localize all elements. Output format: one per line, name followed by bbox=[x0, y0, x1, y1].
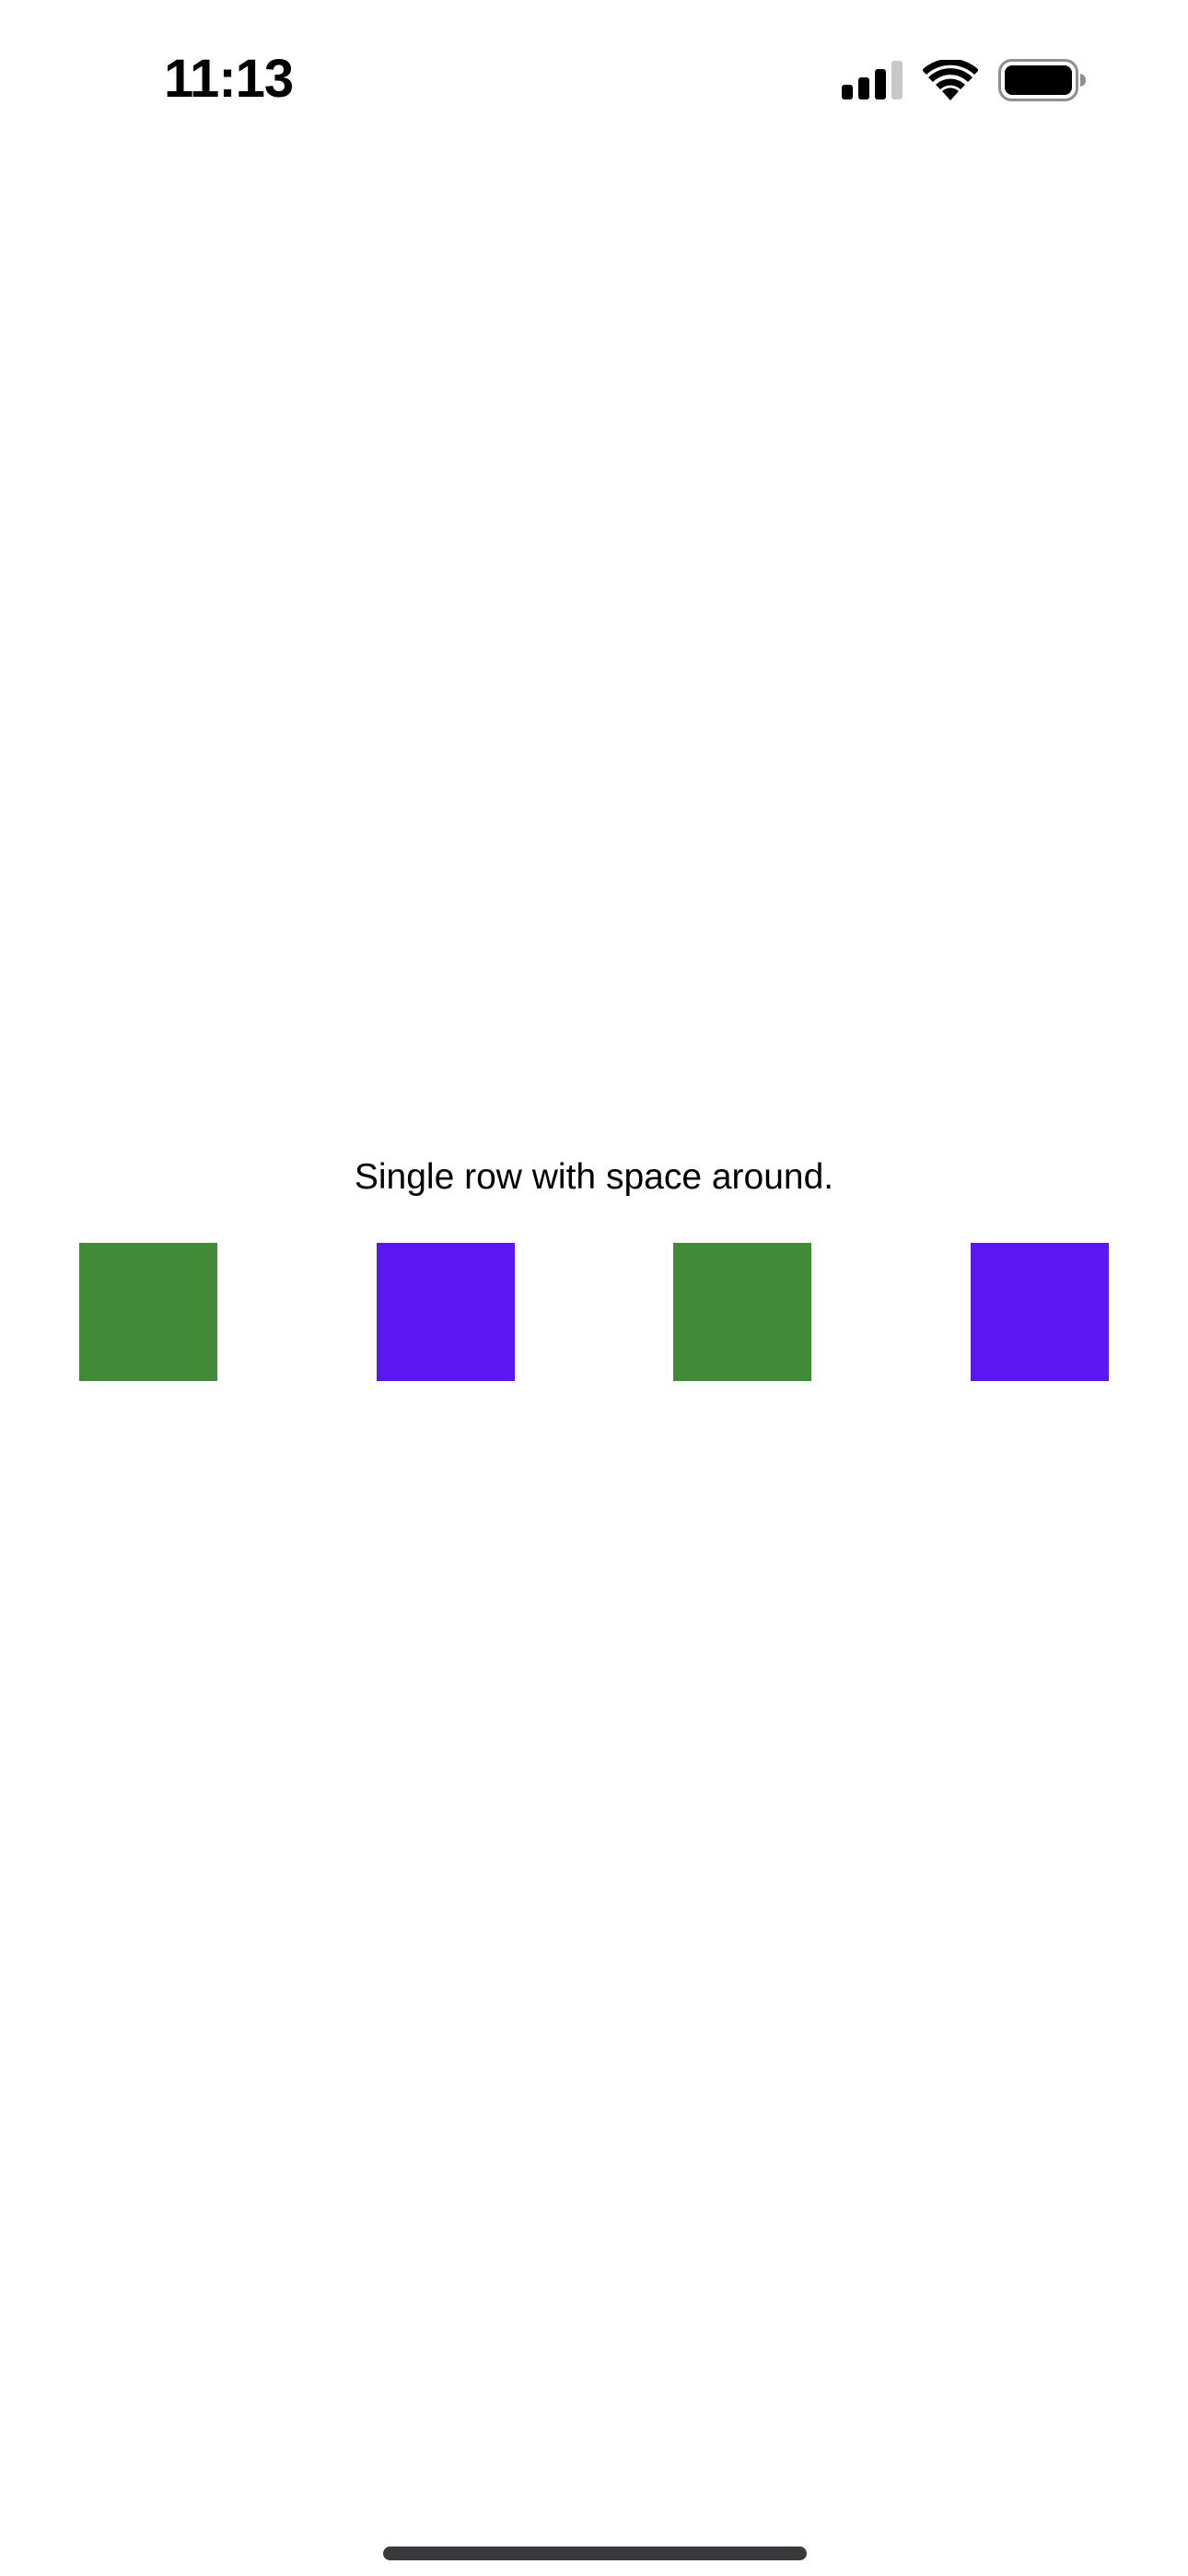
cellular-signal-icon bbox=[842, 61, 903, 100]
status-time: 11:13 bbox=[164, 49, 294, 109]
box-green-2 bbox=[673, 1243, 812, 1381]
box-purple-1 bbox=[376, 1243, 515, 1381]
status-icons bbox=[842, 57, 1087, 103]
box-purple-2 bbox=[970, 1243, 1109, 1381]
wifi-icon bbox=[923, 60, 978, 100]
home-indicator[interactable] bbox=[383, 2547, 807, 2560]
caption-text: Single row with space around. bbox=[354, 1157, 834, 1197]
box-row bbox=[0, 1243, 1188, 1381]
battery-icon bbox=[998, 59, 1086, 101]
box-green-1 bbox=[79, 1243, 218, 1381]
status-bar: 11:13 bbox=[0, 0, 1188, 157]
content: Single row with space around. bbox=[0, 1150, 1188, 1381]
